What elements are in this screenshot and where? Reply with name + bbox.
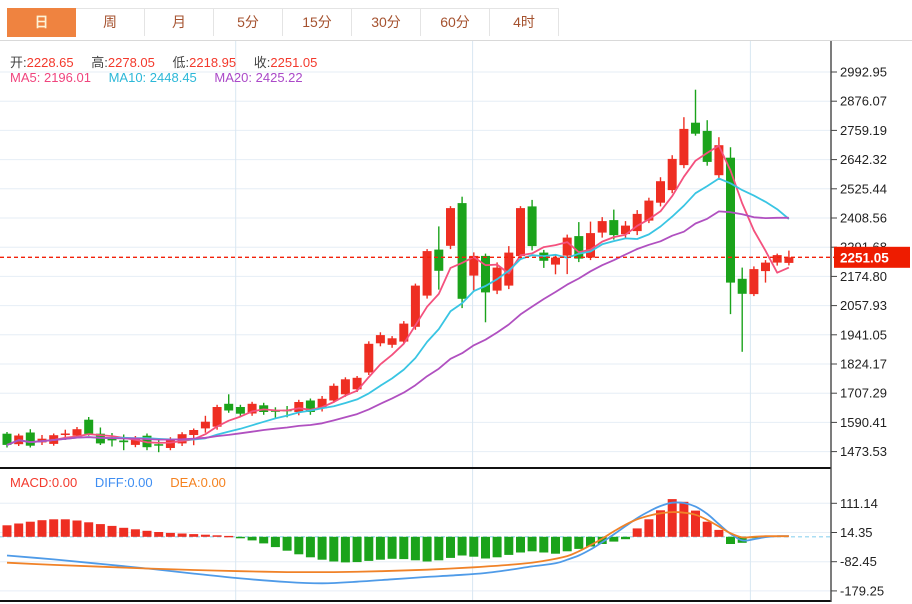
ma20-label: MA20: — [214, 70, 252, 85]
low-label: 低: — [172, 55, 190, 70]
macd-label: MACD: — [10, 475, 52, 490]
ma10-label: MA10: — [108, 70, 147, 85]
candles-group — [2, 89, 794, 453]
macd-readout: MACD:0.00 DIFF:0.00 DEA:0.00 — [10, 475, 240, 490]
tab-30min[interactable]: 30分 — [352, 9, 421, 36]
main-axis-label: 1473.53 — [840, 444, 887, 459]
ma20-value: 2425.22 — [255, 70, 303, 85]
main-axis-label: 1941.05 — [840, 327, 887, 342]
macd-axis-label: -82.45 — [840, 554, 877, 569]
main-axis-label: 2876.07 — [840, 94, 887, 109]
macd-axis-label: 14.35 — [840, 525, 873, 540]
ma20-line — [6, 210, 789, 446]
ma-readout: MA5: 2196.01 MA10: 2448.45 MA20: 2425.22 — [10, 70, 317, 85]
ma5-value: 2196.01 — [43, 70, 91, 85]
main-axis-label: 2525.44 — [840, 181, 887, 196]
current-price-badge — [834, 246, 910, 268]
tab-month[interactable]: 月 — [145, 9, 214, 36]
tab-week[interactable]: 周 — [76, 9, 145, 36]
ma10-value: 2448.45 — [149, 70, 197, 85]
diff-value: 0.00 — [127, 475, 153, 490]
macd-axis-label: -179.25 — [840, 583, 884, 598]
high-value: 2278.05 — [107, 55, 155, 70]
tabbar-divider — [0, 40, 912, 41]
main-axis-label: 2408.56 — [840, 211, 887, 226]
dea-label: DEA: — [170, 475, 201, 490]
main-axis-label: 2642.32 — [840, 152, 887, 167]
ma5-label: MA5: — [10, 70, 41, 85]
low-value: 2218.95 — [189, 55, 237, 70]
ohlc-readout: 开:2228.65 高:2278.05 低:2218.95 收:2251.05 — [10, 52, 331, 71]
main-axis-label: 1824.17 — [840, 357, 887, 372]
macd-dea-line — [6, 511, 789, 574]
main-axis-label: 2992.95 — [840, 65, 887, 80]
period-tabbar: 日 周 月 5分 15分 30分 60分 4时 — [7, 8, 559, 37]
ma5-line — [6, 144, 790, 446]
tab-4hour[interactable]: 4时 — [490, 9, 559, 36]
dea-value: 0.00 — [200, 475, 226, 490]
current-price-badge-text: 2251.05 — [840, 250, 889, 265]
close-value: 2251.05 — [270, 55, 318, 70]
main-axis-label: 2759.19 — [840, 123, 887, 138]
main-axis-label: 1707.29 — [840, 386, 887, 401]
tab-day[interactable]: 日 — [7, 8, 76, 37]
close-label: 收: — [253, 55, 271, 70]
open-label: 开: — [10, 55, 27, 70]
tab-5min[interactable]: 5分 — [214, 9, 283, 36]
tab-15min[interactable]: 15分 — [283, 9, 352, 36]
tab-60min[interactable]: 60分 — [421, 9, 490, 36]
main-axis-label: 2057.93 — [840, 298, 887, 313]
main-axis-label: 2174.80 — [840, 269, 887, 284]
macd-histogram-group — [2, 499, 759, 563]
macd-axis-label: 111.14 — [840, 496, 878, 511]
macd-diff-line — [6, 501, 789, 585]
macd-value: 0.00 — [51, 475, 78, 490]
high-label: 高: — [91, 55, 108, 70]
open-value: 2228.65 — [26, 55, 74, 70]
diff-label: DIFF: — [94, 475, 128, 490]
main-axis-label: 1590.41 — [840, 415, 887, 430]
